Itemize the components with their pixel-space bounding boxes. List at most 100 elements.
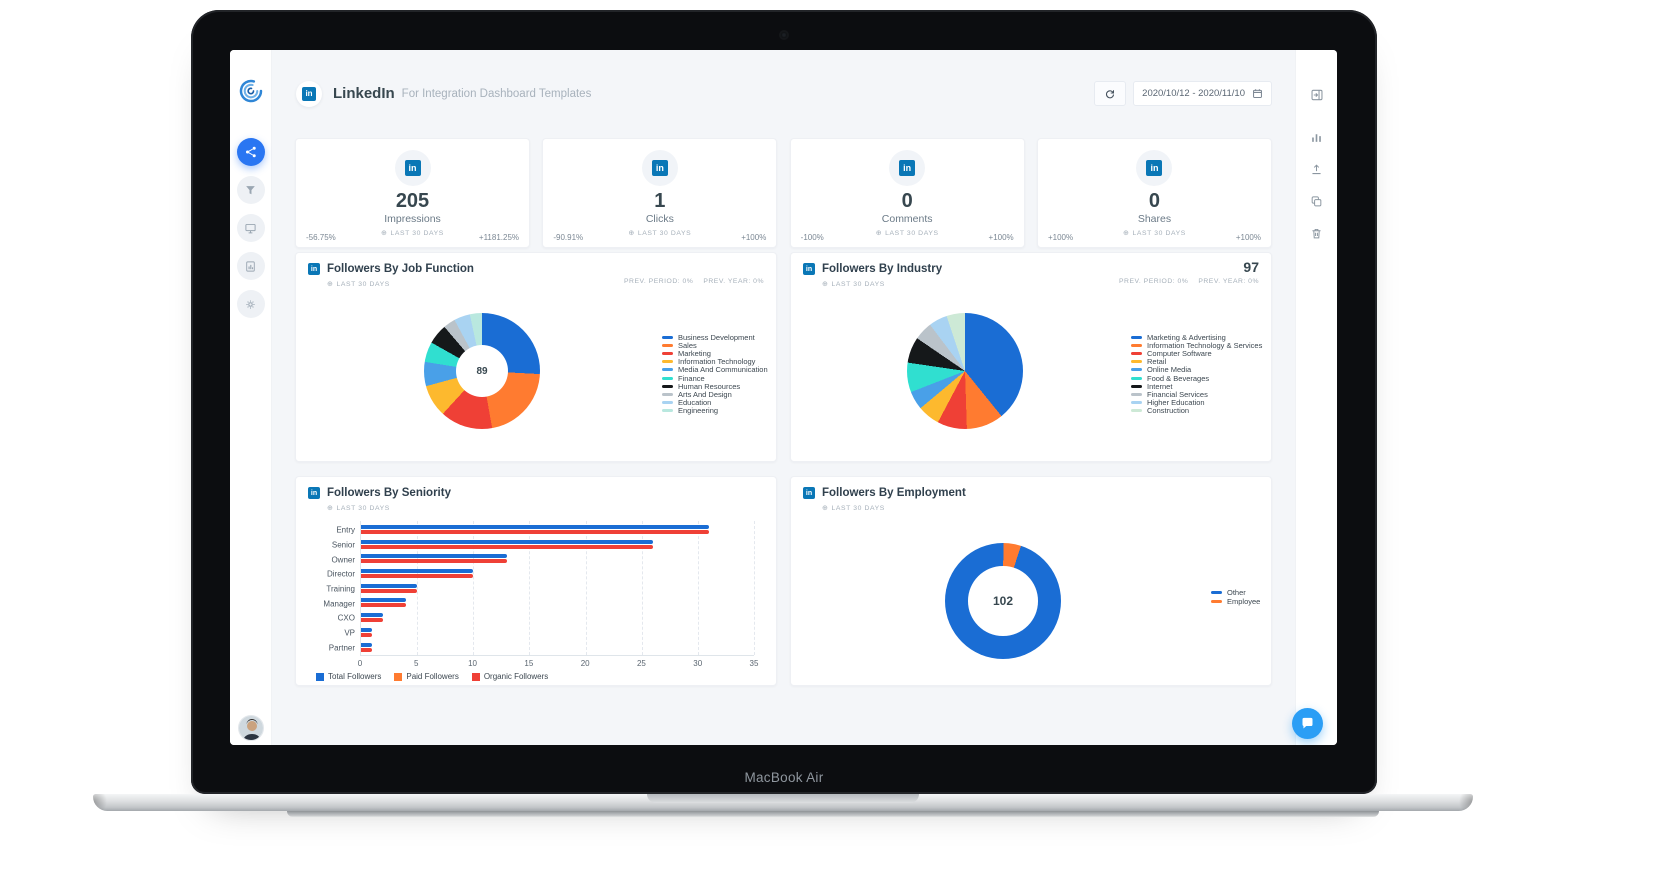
legend-label: Retail: [1147, 357, 1167, 367]
card-header: Followers By Job Function: [308, 263, 474, 275]
sidebar-item-filters[interactable]: [236, 176, 265, 204]
legend-item[interactable]: Engineering: [662, 406, 768, 415]
legend-item[interactable]: Financial Services: [1131, 390, 1262, 399]
kpi-delta-period: +100%: [1047, 233, 1074, 242]
linkedin-icon: [803, 263, 815, 275]
legend-item[interactable]: Retail: [1131, 357, 1262, 367]
card-period: LAST 30 DAYS: [822, 280, 885, 288]
globe-icon: [1123, 229, 1129, 237]
delete-button[interactable]: [1308, 224, 1326, 242]
legend-item[interactable]: Other: [1211, 588, 1260, 597]
legend-item[interactable]: Marketing & Advertising: [1131, 333, 1262, 342]
screen: LinkedIn For Integration Dashboard Templ…: [230, 50, 1337, 745]
card-title: Followers By Job Function: [327, 263, 474, 275]
x-axis-tick: 5: [414, 659, 419, 668]
legend-item[interactable]: Internet: [1131, 382, 1262, 391]
refresh-button[interactable]: [1094, 81, 1127, 106]
legend-item[interactable]: Computer Software: [1131, 349, 1262, 358]
copy-button[interactable]: [1308, 192, 1326, 210]
page-title: LinkedIn: [333, 85, 395, 102]
legend-swatch: [662, 351, 673, 355]
panel-arrow-right-icon: [1310, 88, 1324, 102]
kpi-delta-year: +100%: [988, 233, 1014, 242]
legend-item[interactable]: Business Development: [662, 333, 768, 342]
followers-by-employment-card: Followers By Employment LAST 30 DAYS 102…: [790, 476, 1272, 686]
employment-legend: Other Employee: [1211, 588, 1260, 606]
job-function-legend: Business Development Sales Marketing Inform…: [662, 333, 768, 415]
sidebar-item-display[interactable]: [236, 214, 265, 242]
legend-item[interactable]: Employee: [1211, 597, 1260, 606]
chart-gridlines: [361, 521, 755, 655]
chart-view-button[interactable]: [1308, 128, 1326, 146]
legend-item[interactable]: Total Followers: [316, 672, 381, 681]
laptop-base-edge: [287, 811, 1379, 817]
globe-icon: [822, 280, 828, 288]
sidebar-item-settings[interactable]: [236, 290, 265, 318]
card-header: Followers By Seniority: [308, 487, 451, 499]
legend-item[interactable]: Food & Beverages: [1131, 374, 1262, 383]
bar-organic-followers: [361, 530, 710, 534]
bar-row-director: Director: [327, 567, 754, 582]
legend-item[interactable]: Sales: [662, 341, 768, 350]
legend-swatch: [662, 335, 673, 339]
laptop-base-notch: [647, 794, 919, 803]
bar-row-entry: Entry: [336, 523, 754, 538]
linkedin-icon: [641, 150, 678, 186]
bar-organic-followers: [361, 559, 507, 564]
sidebar-item-integrations[interactable]: [236, 138, 265, 166]
linkedin-icon: [394, 150, 431, 186]
legend-item[interactable]: Online Media: [1131, 365, 1262, 375]
legend-swatch: [394, 672, 403, 681]
sidebar-item-reports[interactable]: [236, 252, 265, 280]
upload-button[interactable]: [1308, 160, 1326, 178]
report-icon: [244, 260, 257, 273]
followers-by-seniority-card: Followers By Seniority LAST 30 DAYS Entr…: [295, 476, 777, 686]
legend-item[interactable]: Education: [662, 398, 768, 407]
industry-legend: Marketing & Advertising Information Techn…: [1131, 333, 1262, 415]
legend-item[interactable]: Paid Followers: [394, 672, 459, 681]
legend-item[interactable]: Arts And Design: [662, 390, 768, 399]
bar-total-followers: [361, 642, 373, 647]
legend-item[interactable]: Media And Communication: [662, 365, 768, 374]
kpi-period: LAST 30 DAYS: [791, 229, 1024, 237]
card-title: Followers By Seniority: [327, 487, 451, 499]
share-nodes-icon: [244, 145, 258, 159]
chat-widget-button[interactable]: [1292, 708, 1323, 739]
user-avatar[interactable]: [237, 715, 264, 741]
bar-total-followers: [361, 583, 418, 588]
legend-item[interactable]: Finance: [662, 373, 768, 383]
industry-pie-chart: [907, 313, 1023, 429]
legend-item[interactable]: Information Technology & Services: [1131, 341, 1262, 350]
legend-item[interactable]: Information Technology: [662, 357, 768, 366]
bar-category-label: CXO: [337, 613, 355, 623]
left-sidebar: [230, 50, 272, 745]
legend-item[interactable]: Higher Education: [1131, 398, 1262, 407]
legend-item[interactable]: Human Resources: [662, 382, 768, 391]
bar-organic-followers: [361, 574, 474, 579]
kpi-row: 205 Impressions LAST 30 DAYS -56.75% +11…: [295, 138, 1272, 248]
export-panel-button[interactable]: [1308, 86, 1326, 104]
card-prev-stats: PREV. PERIOD: 0% PREV. YEAR: 0%: [1119, 278, 1259, 285]
app-logo[interactable]: [236, 76, 266, 106]
kpi-period: LAST 30 DAYS: [1038, 229, 1271, 237]
legend-label: Finance: [678, 373, 705, 383]
legend-item[interactable]: Marketing: [662, 349, 768, 358]
legend-swatch: [662, 368, 673, 372]
charts-row-2: Followers By Seniority LAST 30 DAYS Entr…: [295, 476, 1272, 686]
legend-item[interactable]: Organic Followers: [471, 672, 548, 681]
x-axis-tick: 20: [580, 659, 590, 668]
legend-label: Online Media: [1147, 365, 1192, 375]
legend-item[interactable]: Construction: [1131, 406, 1262, 415]
x-axis-tick: 35: [749, 659, 759, 668]
x-axis-tick: 10: [468, 659, 478, 668]
x-axis: 0 5 10 15 20 25 30 35: [358, 659, 759, 671]
chat-bubble-icon: [1300, 716, 1315, 731]
legend-swatch: [662, 401, 673, 405]
gear-icon: [244, 298, 257, 311]
globe-icon: [628, 229, 634, 237]
page-subtitle: For Integration Dashboard Templates: [401, 87, 592, 100]
bar-organic-followers: [361, 618, 384, 623]
linkedin-icon: [308, 263, 320, 275]
employment-donut-chart: 102: [945, 543, 1061, 659]
date-range-picker[interactable]: 2020/10/12 - 2020/11/10: [1133, 81, 1272, 106]
